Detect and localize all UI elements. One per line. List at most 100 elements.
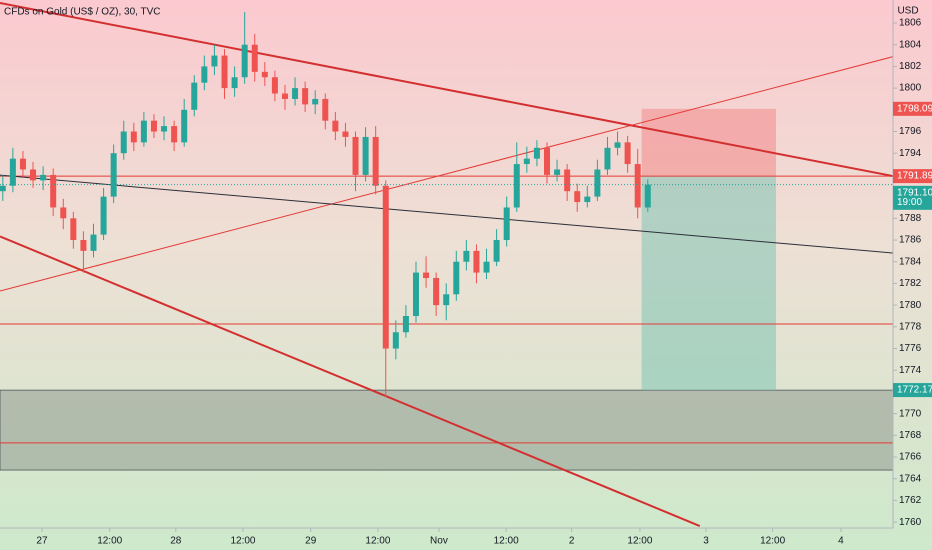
x-tick-label: 29 [305, 536, 317, 547]
x-tick-label: 12:00 [230, 536, 255, 547]
candle-body [342, 131, 349, 137]
candle-body [574, 191, 581, 203]
candle-body [614, 142, 621, 148]
candle-body [493, 240, 500, 262]
candle-body [191, 82, 198, 110]
y-tick-label: 1776 [899, 343, 922, 354]
x-tick-label: 28 [170, 536, 182, 547]
candle-body [302, 88, 309, 105]
x-tick-label: 27 [36, 536, 48, 547]
y-tick-label: 1794 [899, 148, 922, 159]
x-tick-label: 3 [703, 536, 709, 547]
candle-body [453, 261, 460, 295]
candle-body [201, 66, 208, 83]
candle-body [80, 240, 87, 251]
y-tick-label: 1764 [899, 473, 922, 484]
candle-body [211, 55, 218, 67]
candle-body [584, 196, 591, 203]
candle-body [292, 88, 299, 99]
candle-body [231, 77, 238, 89]
currency-label: USD [897, 6, 918, 17]
candle-body [120, 131, 127, 154]
trend-line [0, 56, 894, 292]
x-tick-label: 12:00 [760, 536, 785, 547]
candle-body [433, 277, 440, 306]
candle-body [402, 315, 409, 333]
candle-body [150, 120, 157, 132]
candle-body [90, 234, 97, 251]
candle-body [171, 126, 178, 143]
price-tag-label: 1791.10 [897, 187, 932, 198]
price-tag [893, 101, 932, 116]
x-tick-label: 12:00 [627, 536, 652, 547]
candle-body [513, 164, 520, 208]
trend-line [0, 174, 894, 254]
candle-body [312, 98, 319, 105]
x-tick-label: 12:00 [365, 536, 390, 547]
price-tag [893, 383, 932, 398]
candle-body [110, 153, 117, 197]
y-tick-label: 1806 [899, 18, 922, 29]
candle-body [634, 164, 641, 208]
candle-body [40, 174, 47, 181]
y-tick-label: 1802 [899, 61, 922, 72]
candle-body [281, 93, 288, 99]
price-tag-label: 1772.17 [897, 385, 932, 396]
candle-body [251, 44, 258, 72]
candle-body [0, 185, 6, 192]
candle-body [362, 136, 369, 175]
axes: 1760176217641766176817701772177417761778… [36, 18, 932, 547]
candle-body [594, 169, 601, 197]
trend-line [0, 2, 894, 178]
candle-body [463, 250, 470, 262]
price-tag-label: 1791.89 [897, 171, 932, 182]
price-tag-label: 1798.09 [897, 103, 932, 114]
candle-body [382, 185, 389, 349]
y-tick-label: 1788 [899, 213, 922, 224]
price-tag-time: 19:00 [897, 197, 922, 208]
plot-area [0, 2, 894, 527]
y-tick-label: 1768 [899, 430, 922, 441]
candle-body [352, 136, 359, 175]
y-tick-label: 1780 [899, 300, 922, 311]
candle-body [322, 98, 329, 121]
y-tick-label: 1778 [899, 321, 922, 332]
candle-body [19, 158, 26, 170]
y-tick-label: 1786 [899, 235, 922, 246]
y-tick-label: 1800 [899, 83, 922, 94]
candle-body [423, 272, 430, 278]
candle-body [644, 184, 651, 208]
y-tick-label: 1774 [899, 365, 922, 376]
candle-body [241, 44, 248, 78]
candle-body [624, 142, 631, 165]
stop-zone [641, 108, 776, 177]
candle-body [9, 158, 16, 186]
candle-body [332, 120, 339, 132]
candle-body [261, 71, 268, 78]
candle-body [473, 250, 480, 273]
chart-title: CFDs on Gold (US$ / OZ), 30, TVC [4, 7, 161, 18]
candle-body [372, 136, 379, 186]
candle-body [30, 169, 37, 181]
candle-body [554, 169, 561, 175]
candle-body [161, 126, 168, 132]
price-tag [893, 169, 932, 184]
candle-body [130, 131, 137, 143]
trend-line [0, 235, 701, 527]
candle-body [392, 332, 399, 349]
candle-body [412, 272, 419, 316]
candle-body [221, 55, 228, 89]
x-tick-label: 12:00 [97, 536, 122, 547]
y-tick-label: 1804 [899, 39, 922, 50]
candle-body [483, 261, 490, 273]
y-tick-label: 1766 [899, 452, 922, 463]
x-tick-label: 12:00 [494, 536, 519, 547]
candle-body [140, 120, 147, 143]
x-tick-label: Nov [430, 536, 448, 547]
y-tick-label: 1796 [899, 126, 922, 137]
candle-body [181, 109, 188, 143]
candle-body [271, 77, 278, 94]
candle-body [100, 196, 107, 235]
candle-body [503, 207, 510, 241]
